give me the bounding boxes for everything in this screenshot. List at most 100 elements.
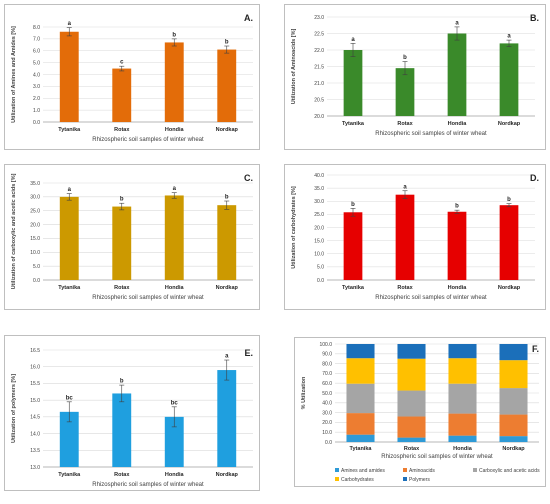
y-tick-label: 1.0 [33,108,40,114]
x-axis-title: Rhizospheric soil samples of winter whea… [375,131,487,137]
category-label: Tytanika [58,127,81,133]
bar-hondia [164,42,184,122]
category-label: Rotax [397,285,413,291]
y-tick-label: 5.0 [317,265,324,271]
stack-segment [346,358,375,384]
bar-tytanika [59,196,79,280]
chart-panel-e: 13.0 13.5 14.0 14.5 15.0 15.5 16.0 16.5 bc Tytani… [4,335,260,491]
stack-segment [499,414,528,437]
y-tick-label: 3.0 [33,84,40,90]
stack-segment [448,413,477,436]
y-axis-title: Utilization of Aminoacids [%] [291,29,297,105]
stack-segment [397,437,426,442]
stack-segment [448,358,477,384]
stack-segment [397,358,426,391]
y-tick-label: 25.0 [314,212,324,218]
significance-letter: a [351,37,355,43]
y-tick-label: 20.0 [314,114,324,120]
significance-letter: c [120,60,124,66]
category-label: Hondia [165,127,185,133]
stack-segment [397,344,426,359]
significance-letter: b [225,40,229,46]
y-tick-label: 35.0 [314,186,324,192]
y-tick-label: 15.0 [314,238,324,244]
y-tick-label: 30.0 [314,199,324,205]
panel-label: E. [244,348,253,358]
legend-entry: Carbohydrates [341,477,374,483]
y-tick-label: 21.0 [314,81,324,87]
significance-letter: a [173,186,177,192]
stack-segment [448,383,477,414]
bar-rotax [395,68,415,116]
chart-panel-f: 0.0 10.0 20.0 30.0 40.0 50.0 60.0 70.0 80.0 90.0 1… [294,337,546,487]
y-tick-label: 20.0 [322,420,332,426]
legend-swatch [403,477,407,481]
panel-label: F. [532,344,539,354]
x-axis-title: Rhizospheric soil samples of winter whea… [92,482,204,488]
stack-segment [346,413,375,435]
panel-label: C. [244,173,253,183]
bar-hondia [164,195,184,280]
y-tick-label: 14.5 [30,415,40,421]
y-tick-label: 10.0 [30,250,40,256]
stack-segment [499,388,528,415]
significance-letter: b [172,32,176,38]
bar-hondia [447,211,467,280]
bar-tytanika [343,212,363,280]
significance-letter: a [455,20,459,26]
y-tick-label: 90.0 [322,352,332,358]
y-tick-label: 16.5 [30,348,40,354]
y-tick-label: 20.5 [314,97,324,103]
legend-entry: Polymers [409,477,430,483]
category-label: Hondia [448,285,468,291]
panel-label: B. [530,13,539,23]
legend-swatch [335,468,339,472]
y-axis-title: % Utilization [301,376,307,409]
panel-label: D. [530,173,539,183]
significance-letter: bc [66,395,74,401]
x-axis-title: Rhizospheric soil samples of winter whea… [375,295,487,301]
y-axis-title: Utilization of carbohydrates [%] [291,186,297,269]
stack-segment [448,435,477,442]
category-label: Nordkap [498,285,521,291]
legend-entry: Amines and amides [341,468,385,474]
x-axis-title: Rhizospheric soil samples of winter whea… [92,137,204,143]
category-label: Nordkap [216,127,239,133]
stack-segment [346,344,375,359]
category-label: Rotax [114,285,130,291]
bar-hondia [164,416,184,467]
chart-panel-b: 20.0 20.5 21.0 21.5 22.0 22.5 23.0 a Tytanika b Ro… [284,4,546,150]
bar-rotax [112,206,132,280]
stack-segment [499,360,528,389]
x-axis-title: Rhizospheric soil samples of winter whea… [381,454,493,460]
category-label: Tytanika [58,285,81,291]
y-tick-label: 50.0 [322,391,332,397]
significance-letter: b [225,195,229,201]
bar-rotax [395,194,415,280]
y-tick-label: 20.0 [30,222,40,228]
y-tick-label: 8.0 [33,25,40,31]
chart-svg-b: 20.0 20.5 21.0 21.5 22.0 22.5 23.0 a Tytanika b Ro… [291,13,539,137]
legend-swatch [403,468,407,472]
y-tick-label: 22.0 [314,48,324,54]
y-tick-label: 60.0 [322,381,332,387]
y-tick-label: 10.0 [314,252,324,258]
y-axis-title: Utilization of carboxylic and acetic aci… [11,173,17,289]
category-label: Hondia [165,285,185,291]
y-tick-label: 40.0 [314,173,324,179]
y-tick-label: 30.0 [322,410,332,416]
y-tick-label: 20.0 [314,225,324,231]
y-tick-label: 80.0 [322,361,332,367]
chart-panel-d: 0.0 5.0 10.0 15.0 20.0 25.0 30.0 35.0 40.0 b Tytan… [284,164,546,310]
bar-nordkap [499,205,519,280]
category-label: Nordkap [502,446,525,452]
category-label: Tytanika [342,121,365,127]
significance-letter: a [507,34,511,40]
stack-segment [397,390,426,417]
category-label: Rotax [397,121,413,127]
significance-letter: a [68,187,72,193]
y-tick-label: 10.0 [322,430,332,436]
bar-tytanika [59,411,79,467]
significance-letter: b [403,55,407,61]
y-tick-label: 0.0 [33,278,40,284]
